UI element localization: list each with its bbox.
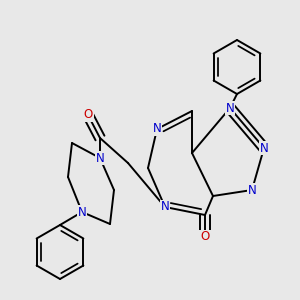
Text: O: O [200,230,210,244]
Text: N: N [260,142,268,154]
Text: N: N [96,152,104,164]
Text: O: O [83,109,93,122]
Text: N: N [153,122,161,136]
Text: N: N [226,101,234,115]
Text: N: N [78,206,86,218]
Text: N: N [160,200,169,214]
Text: N: N [248,184,256,196]
